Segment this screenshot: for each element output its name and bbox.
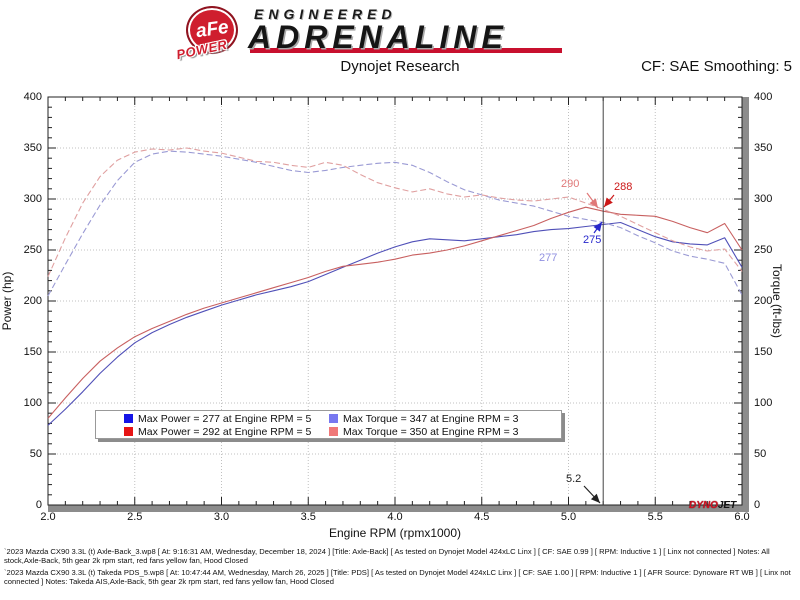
legend-item-0: Max Power = 277 at Engine RPM = 5 <box>124 413 329 425</box>
y-axis-tick-label-left: 200 <box>23 295 42 307</box>
x-axis-tick-label: 4.5 <box>474 511 490 523</box>
cursor-annotation-5-2: 5.2 <box>566 473 582 485</box>
dynojet-logo-dyno: DYNO <box>689 500 718 511</box>
cursor-annotation-288: 288 <box>614 181 633 193</box>
brand-line-adrenaline-wrap: ADRENALINE <box>248 19 568 56</box>
y-axis-tick-label-right: 200 <box>754 295 773 307</box>
y-axis-tick-label-right: 350 <box>754 142 773 154</box>
x-axis-label-rpm: Engine RPM (rpmx1000) <box>328 526 462 540</box>
dynojet-logo-jet: JET <box>717 500 737 511</box>
y-axis-tick-label-left: 150 <box>23 346 42 358</box>
y-axis-tick-label-left: 250 <box>23 244 42 256</box>
y-axis-tick-label-right: 300 <box>754 193 773 205</box>
x-axis-tick-label: 3.0 <box>213 511 230 523</box>
x-axis-tick-label: 2.0 <box>40 511 56 523</box>
annotation-arrowhead <box>593 222 602 232</box>
chart-title: Dynojet Research <box>340 58 460 75</box>
annotation-arrowhead <box>589 198 598 208</box>
brand-line-engineered: ENGINEERED <box>254 6 397 22</box>
curve-power-stock <box>47 221 743 426</box>
annotation-arrowhead <box>590 493 600 503</box>
legend-swatch-icon <box>329 427 338 436</box>
frame-shadow-right <box>742 97 749 512</box>
y-axis-tick-label-right: 250 <box>754 244 773 256</box>
legend-swatch-icon <box>329 414 338 423</box>
legend-label: Max Power = 292 at Engine RPM = 5 <box>138 425 312 438</box>
legend-label: Max Torque = 350 at Engine RPM = 3 <box>343 425 519 438</box>
y-axis-tick-label-left: 400 <box>23 91 42 103</box>
y-axis-tick-label-right: 150 <box>754 346 773 358</box>
legend-box: Max Power = 277 at Engine RPM = 5 Max Tor… <box>95 410 562 439</box>
dynojet-logo: DYNOJET <box>689 500 736 511</box>
frame-shadow-bottom <box>48 505 749 512</box>
y-axis-tick-label-right: 50 <box>754 448 767 460</box>
cursor-annotation-275: 275 <box>583 234 602 246</box>
legend-item-3: Max Torque = 350 at Engine RPM = 3 <box>329 426 561 438</box>
cursor-annotation-277: 277 <box>539 252 558 264</box>
y-axis-tick-label-right: 100 <box>754 397 773 409</box>
y-axis-tick-label-left: 0 <box>35 499 42 511</box>
x-axis-tick-label: 2.5 <box>127 511 143 523</box>
afe-badge-circle: aFe <box>186 6 238 54</box>
legend-item-1: Max Torque = 347 at Engine RPM = 3 <box>329 413 561 425</box>
y-axis-tick-label-right: 0 <box>754 499 761 511</box>
y-axis-tick-label-left: 100 <box>23 397 42 409</box>
x-axis-tick-label: 4.0 <box>387 511 403 523</box>
smoothing-label: CF: SAE Smoothing: 5 <box>641 58 792 75</box>
legend-label: Max Power = 277 at Engine RPM = 5 <box>138 412 312 425</box>
curve-torque-stock <box>47 150 743 297</box>
legend-swatch-icon <box>124 414 133 423</box>
curve-power-afe <box>47 206 743 419</box>
y-axis-tick-label-left: 350 <box>23 142 42 154</box>
y-axis-tick-label-left: 300 <box>23 193 42 205</box>
brand-wordmark: ENGINEERED ADRENALINE <box>248 4 578 56</box>
afe-power-logo-icon: aFe POWER <box>175 6 240 62</box>
brand-line-adrenaline: ADRENALINE <box>248 19 508 55</box>
run-info-footer: `2023 Mazda CX90 3.3L (t) Axle-Back_3.wp… <box>4 547 798 589</box>
x-axis-tick-label: 3.5 <box>300 511 316 523</box>
x-axis-tick-label: 6.0 <box>734 511 750 523</box>
x-axis-tick-label: 5.5 <box>647 511 663 523</box>
run-info-line-1: `2023 Mazda CX90 3.3L (t) Axle-Back_3.wp… <box>4 547 770 566</box>
y-axis-tick-label-right: 400 <box>754 91 773 103</box>
annotation-arrowhead <box>604 197 613 207</box>
run-info-line-2: `2023 Mazda CX90 3.3L (t) Takeda PDS_5.w… <box>4 567 791 587</box>
y-axis-tick-label-left: 50 <box>29 448 42 460</box>
brand-red-stripe <box>250 48 562 53</box>
legend-label: Max Torque = 347 at Engine RPM = 3 <box>343 412 519 425</box>
legend-item-2: Max Power = 292 at Engine RPM = 5 <box>124 426 329 438</box>
curve-torque-afe <box>47 147 743 277</box>
x-axis-tick-label: 5.0 <box>560 511 577 523</box>
legend-swatch-icon <box>124 427 133 436</box>
cursor-annotation-290: 290 <box>561 178 580 190</box>
